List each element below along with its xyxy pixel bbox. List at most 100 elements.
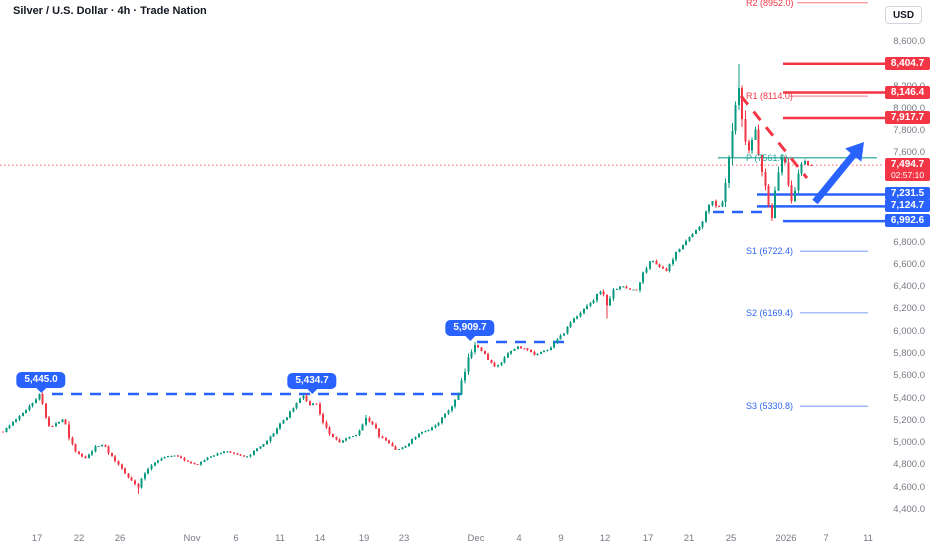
time-tick: 21 bbox=[683, 533, 695, 544]
candle bbox=[226, 450, 229, 453]
candle bbox=[325, 420, 328, 430]
candle bbox=[638, 281, 641, 293]
candle bbox=[391, 441, 394, 447]
candle bbox=[120, 463, 123, 471]
candle bbox=[186, 460, 189, 463]
candle bbox=[130, 476, 133, 481]
candle bbox=[61, 419, 64, 423]
candle bbox=[800, 161, 803, 177]
candle bbox=[625, 285, 628, 289]
time-tick: 11 bbox=[275, 533, 285, 544]
candle bbox=[365, 415, 367, 426]
price-marker-tag[interactable]: 5,909.7 bbox=[445, 319, 495, 341]
countdown-timer: 02:57:10 bbox=[890, 170, 925, 181]
candle bbox=[394, 445, 397, 451]
tag-price: 8,146.4 bbox=[890, 86, 925, 98]
candle bbox=[104, 444, 107, 447]
candle bbox=[810, 164, 813, 167]
candle bbox=[629, 287, 631, 290]
candle bbox=[457, 392, 460, 401]
candle bbox=[609, 295, 612, 306]
candle bbox=[576, 315, 579, 320]
candle bbox=[582, 308, 585, 315]
candle bbox=[447, 409, 450, 415]
candle bbox=[530, 349, 532, 353]
candle bbox=[807, 160, 810, 167]
time-tick: 17 bbox=[31, 533, 43, 544]
candle bbox=[74, 443, 77, 453]
candle bbox=[233, 452, 235, 455]
pivot-label: R1 (8114.0) bbox=[746, 91, 793, 102]
candle bbox=[754, 126, 757, 141]
candle bbox=[335, 436, 338, 441]
candle bbox=[737, 63, 740, 110]
candle bbox=[332, 433, 334, 438]
candle bbox=[272, 432, 275, 437]
candle bbox=[770, 203, 773, 222]
symbol-title[interactable]: Silver / U.S. Dollar · 4h · Trade Nation bbox=[13, 5, 207, 17]
candle bbox=[490, 359, 493, 364]
candle bbox=[170, 455, 173, 458]
candle bbox=[213, 454, 216, 458]
candle bbox=[431, 426, 433, 432]
candle bbox=[622, 286, 625, 288]
candle bbox=[751, 137, 754, 155]
candle bbox=[774, 186, 777, 219]
candle bbox=[107, 445, 110, 455]
candle bbox=[424, 430, 427, 433]
candle bbox=[523, 347, 526, 350]
candle bbox=[269, 435, 272, 443]
price-marker-tag[interactable]: 5,445.0 bbox=[16, 371, 66, 393]
trendline-drawing[interactable] bbox=[739, 95, 809, 179]
candle bbox=[176, 455, 179, 457]
candle bbox=[5, 427, 8, 433]
candle bbox=[266, 439, 268, 446]
candle bbox=[681, 244, 684, 250]
candle bbox=[48, 415, 51, 427]
candle bbox=[351, 435, 354, 438]
arrow-drawing[interactable] bbox=[812, 135, 872, 205]
candle bbox=[414, 436, 417, 440]
candle bbox=[328, 426, 331, 436]
currency-button[interactable]: USD bbox=[885, 6, 922, 24]
time-tick: 12 bbox=[599, 533, 611, 544]
candle bbox=[790, 180, 793, 204]
candle bbox=[605, 294, 608, 319]
candle bbox=[302, 394, 305, 400]
candle bbox=[401, 446, 404, 450]
candle bbox=[599, 290, 602, 296]
candle bbox=[305, 393, 308, 402]
candle bbox=[388, 439, 391, 444]
candle bbox=[11, 421, 14, 426]
price-marker-tag[interactable]: 5,434.7 bbox=[287, 372, 337, 394]
candle bbox=[153, 462, 156, 467]
candle bbox=[602, 289, 605, 297]
candle bbox=[341, 440, 344, 444]
price-axis-tag: 7,917.7 bbox=[885, 111, 930, 125]
candle bbox=[114, 454, 117, 463]
candle bbox=[58, 421, 61, 424]
candle bbox=[384, 437, 387, 442]
price-tick: 8,000.0 bbox=[893, 102, 925, 114]
candle bbox=[671, 257, 674, 266]
candle bbox=[685, 239, 688, 246]
candle bbox=[28, 404, 31, 412]
candle bbox=[747, 139, 750, 154]
candle bbox=[563, 332, 565, 337]
candle bbox=[642, 271, 645, 284]
candle bbox=[338, 438, 341, 443]
candle bbox=[572, 317, 575, 323]
candle bbox=[150, 464, 153, 471]
candle bbox=[516, 345, 519, 350]
candle bbox=[110, 452, 113, 457]
price-tick: 4,600.0 bbox=[893, 481, 925, 493]
candle bbox=[728, 155, 730, 189]
candle bbox=[533, 350, 536, 356]
price-tick: 7,800.0 bbox=[893, 125, 925, 137]
candle bbox=[417, 433, 420, 439]
candle bbox=[97, 445, 100, 448]
candle bbox=[124, 467, 127, 474]
candle bbox=[381, 435, 384, 439]
candle bbox=[77, 450, 80, 455]
